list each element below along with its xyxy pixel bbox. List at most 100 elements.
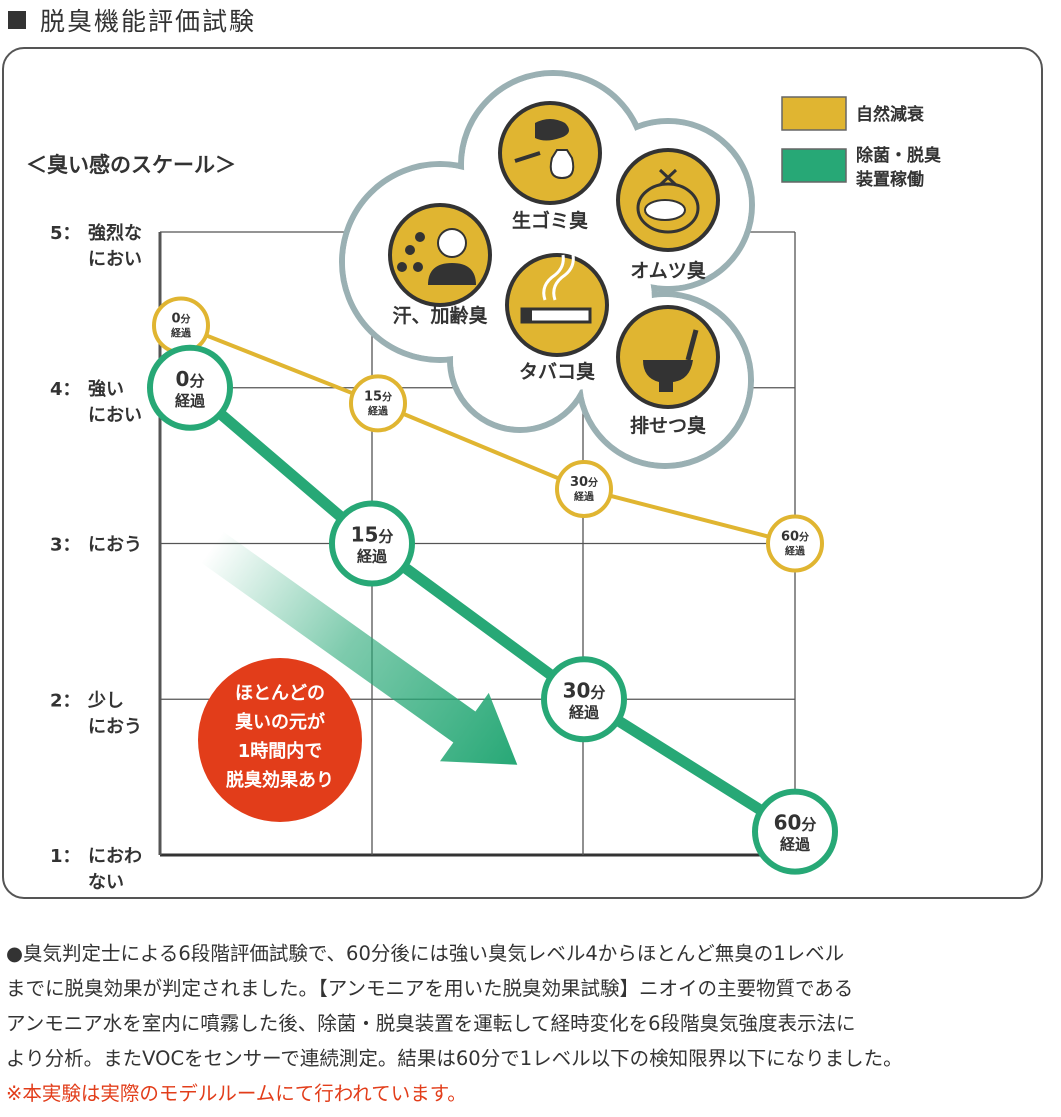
toilet-icon xyxy=(616,305,720,409)
body xyxy=(428,263,476,285)
smoke xyxy=(535,119,569,141)
odor-label: タバコ臭 xyxy=(519,360,595,383)
knot xyxy=(658,168,678,187)
y-tick-label: におい xyxy=(88,249,142,270)
toilet-tank xyxy=(685,329,699,361)
y-tick-label: ない xyxy=(88,872,124,893)
y-tick-label: 少し xyxy=(87,690,124,711)
y-tick-number: 2： xyxy=(50,690,81,711)
description-line: アンモニア水を室内に噴霧した後、除菌・脱臭装置を運転して経時変化を6段階臭気強度… xyxy=(6,1012,856,1035)
y-tick-label: 強烈な xyxy=(88,222,142,244)
y-tick-label: におう xyxy=(88,535,142,556)
y-tick-number: 5： xyxy=(50,223,81,244)
point-sublabel: 経過 xyxy=(175,392,206,410)
toilet-bowl xyxy=(643,360,693,392)
trend-arrow xyxy=(200,531,518,765)
point-label: 0分 xyxy=(171,311,190,326)
y-tick-label: におわ xyxy=(88,846,142,867)
annotation-text: 脱臭効果あり xyxy=(226,769,334,791)
y-tick-label: 強い xyxy=(88,378,124,400)
y-tick-label: におう xyxy=(88,716,142,737)
point-sublabel: 経過 xyxy=(574,490,595,503)
chart-frame xyxy=(2,47,1043,899)
description-line: までに脱臭効果が判定されました。【アンモニアを用いた脱臭効果試験】ニオイの主要物… xyxy=(6,977,854,1000)
annotation-text: 臭いの元が xyxy=(235,711,325,733)
point-marker xyxy=(329,500,415,587)
y-tick-number: 3： xyxy=(50,535,81,556)
drop xyxy=(413,262,423,272)
point-label: 30分 xyxy=(570,475,598,490)
cigarette-tip xyxy=(522,309,532,322)
legend-label: 自然減衰 xyxy=(856,104,925,125)
legend-swatch xyxy=(781,148,847,183)
bag xyxy=(549,149,575,180)
description-line: ●臭気判定士による6段階評価試験で、60分後には強い臭気レベル4からほとんど無臭… xyxy=(6,942,845,965)
point-label: 15分 xyxy=(351,523,394,547)
point-label: 60分 xyxy=(774,811,817,835)
odor-label: オムツ臭 xyxy=(630,259,705,282)
trend-arrow-shape xyxy=(200,531,518,765)
y-axis-title: ＜臭い感のスケール＞ xyxy=(26,153,236,177)
drop xyxy=(415,232,425,242)
diaper-icon xyxy=(616,148,720,252)
bundle xyxy=(636,182,700,234)
sweat-person-icon xyxy=(388,203,492,307)
legend-label: 装置稼働 xyxy=(855,169,924,190)
description-note: ※本実験は実際のモデルルームにて行われています。 xyxy=(6,1082,467,1105)
y-tick-number: 1： xyxy=(50,846,81,867)
point-sublabel: 経過 xyxy=(785,545,806,558)
point-marker xyxy=(555,459,613,518)
point-sublabel: 経過 xyxy=(569,703,600,721)
point-marker xyxy=(147,344,233,431)
cigarette xyxy=(520,307,592,324)
fish xyxy=(514,151,541,163)
square-bullet-icon xyxy=(8,11,26,29)
legend-label: 除菌・脱臭 xyxy=(856,145,941,166)
series-line xyxy=(180,323,796,546)
description: ●臭気判定士による6段階評価試験で、60分後には強い臭気レベル4からほとんど無臭… xyxy=(6,936,903,1111)
odor-label: 生ゴミ臭 xyxy=(512,209,588,232)
page-title: 脱臭機能評価試験 xyxy=(8,2,256,38)
icon-circle xyxy=(498,101,602,205)
point-label: 0分 xyxy=(176,367,205,391)
annotation-text: 1時間内で xyxy=(238,740,323,762)
head xyxy=(437,228,467,258)
point-label: 60分 xyxy=(781,530,809,545)
point-marker xyxy=(752,788,838,875)
odor-label: 排せつ臭 xyxy=(630,414,706,437)
point-label: 30分 xyxy=(563,678,606,702)
point-sublabel: 経過 xyxy=(357,548,388,566)
smoke xyxy=(542,254,575,301)
point-sublabel: 経過 xyxy=(171,326,192,339)
annotation-circle xyxy=(198,658,362,822)
description-line: より分析。またVOCをセンサーで連続測定。結果は60分で1レベル以下の検知限界以… xyxy=(6,1047,903,1070)
point-marker xyxy=(541,656,627,743)
icon-circle xyxy=(505,253,609,357)
point-marker xyxy=(766,514,824,573)
point-label: 15分 xyxy=(364,389,392,404)
diaper xyxy=(644,199,686,221)
point-sublabel: 経過 xyxy=(368,404,389,417)
garbage-fish-icon xyxy=(498,101,602,205)
y-tick-number: 4： xyxy=(50,379,81,400)
y-tick-label: におい xyxy=(88,405,142,426)
series-line xyxy=(186,383,798,837)
icon-circle xyxy=(388,203,492,307)
point-sublabel: 経過 xyxy=(780,836,811,854)
legend-swatch xyxy=(781,96,847,131)
annotation-text: ほとんどの xyxy=(235,683,325,704)
cigarette-icon xyxy=(505,253,609,357)
drop xyxy=(405,245,415,255)
